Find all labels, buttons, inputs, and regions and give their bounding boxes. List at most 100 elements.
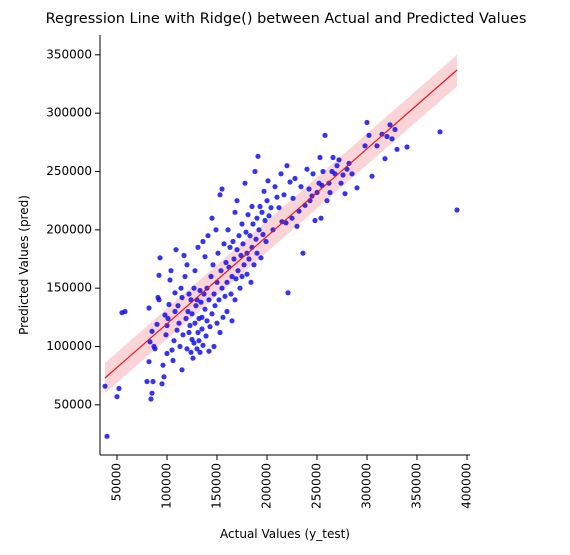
data-point [392,126,398,133]
data-point [279,219,285,225]
data-point [258,255,264,261]
data-point [287,179,293,185]
data-point [320,168,326,175]
data-point [172,308,178,315]
data-point [387,122,393,128]
data-point [270,227,276,233]
data-point [259,209,265,215]
data-point [176,320,182,326]
data-point [165,315,171,322]
data-point [149,328,155,334]
data-point [234,198,240,204]
data-point [102,383,108,389]
x-tick-label: 400000 [460,463,474,509]
data-point [191,340,197,346]
data-point [374,143,380,149]
data-point [249,203,255,210]
plot-area [102,54,460,439]
data-point [266,213,272,219]
data-point [276,205,282,211]
y-tick-label: 100000 [46,339,92,353]
data-point [330,154,336,161]
data-point [342,191,348,197]
data-point [300,250,306,256]
data-point [382,156,388,162]
data-point [272,184,278,190]
data-point [257,203,263,210]
x-tick-label: 100000 [160,463,174,509]
data-point [281,192,287,198]
data-point [241,262,247,268]
data-point [246,256,252,262]
data-point [181,252,187,259]
data-point [379,131,385,137]
data-point [169,347,175,353]
data-point [223,259,229,266]
data-point [294,223,300,229]
data-point [195,244,201,250]
data-point [212,303,218,309]
y-tick-label: 250000 [46,164,92,178]
data-point [265,178,271,184]
data-point [437,129,443,135]
regression-line [104,69,458,379]
data-point [174,327,180,333]
data-point [251,262,257,268]
data-point [239,273,245,280]
data-point [157,255,163,261]
data-point [247,233,253,239]
data-point [114,394,120,400]
data-point [182,273,188,280]
data-point [292,175,298,182]
y-tick-label: 300000 [46,106,92,120]
data-point [211,343,217,350]
data-point [318,215,324,221]
y-tick-label: 200000 [46,222,92,236]
data-point [244,271,250,277]
data-point [122,308,128,315]
data-point [238,252,244,259]
data-point [336,157,342,163]
data-point [310,171,316,177]
data-point [254,215,260,221]
x-axis-ticks: 50000 100000 150000 200000 250000 300000 35000… [110,455,474,509]
data-point [150,378,156,385]
data-point [232,297,238,303]
data-point [237,285,243,291]
data-point [186,291,192,297]
data-point [170,357,176,364]
data-point [255,153,261,159]
data-point [144,378,150,385]
y-axis-label: Predicted Values (pred) [17,195,31,335]
data-point [104,433,110,439]
data-point [235,268,241,274]
data-point [268,205,274,211]
data-point [394,146,400,152]
data-point [202,254,208,260]
data-point [206,297,212,303]
data-point [290,195,296,201]
data-point [207,324,213,330]
data-point [210,262,216,268]
data-point [312,217,318,224]
data-point [206,348,212,354]
data-point [167,277,173,283]
data-point [349,171,355,177]
data-point [317,154,323,161]
data-point [220,314,226,320]
data-point [177,343,183,350]
data-point [366,132,372,138]
x-tick-label: 350000 [410,463,424,509]
data-point [240,241,246,247]
data-point [166,301,172,308]
data-point [298,184,304,190]
data-point [284,163,290,169]
data-point [225,227,231,233]
data-point [202,306,208,312]
data-point [242,180,248,186]
data-point [261,188,267,194]
data-point [229,273,235,280]
data-point [200,238,206,245]
data-point [199,314,205,320]
